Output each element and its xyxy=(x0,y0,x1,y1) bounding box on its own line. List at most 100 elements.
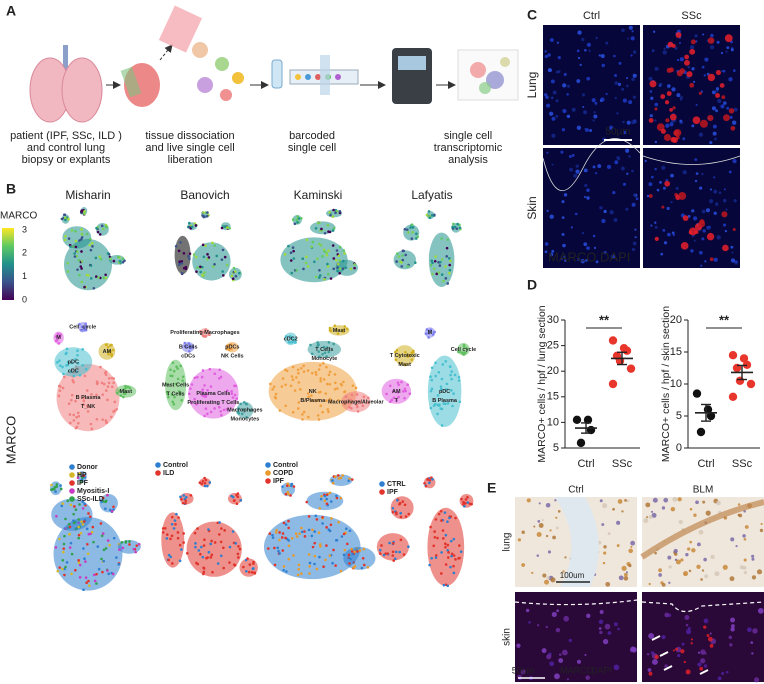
umap-cell xyxy=(297,381,301,384)
x-tick-label: SSc xyxy=(732,458,753,470)
x-tick-label: Ctrl xyxy=(577,458,594,470)
y-tick-label: 0 xyxy=(676,442,682,454)
umap-cluster xyxy=(186,521,242,577)
umap-cell xyxy=(271,536,275,539)
umap-cell xyxy=(97,567,101,571)
nucleus xyxy=(582,106,585,109)
nucleus xyxy=(725,670,729,674)
nucleus xyxy=(556,609,560,613)
stained-cell xyxy=(546,576,550,580)
umap-cell xyxy=(392,396,396,400)
stained-cell xyxy=(698,529,704,535)
umap-cell xyxy=(190,225,194,229)
arrow-marker xyxy=(699,669,709,675)
panel-label: D xyxy=(527,277,537,293)
umap-cell xyxy=(100,224,104,228)
nucleus xyxy=(580,259,585,264)
umap-cell xyxy=(81,500,85,503)
umap-cell xyxy=(232,266,236,270)
umap-cell xyxy=(88,243,92,247)
data-point xyxy=(706,411,716,421)
nucleus xyxy=(720,51,724,55)
umap-cell xyxy=(453,225,457,229)
umap-cell xyxy=(82,520,86,523)
umap-cell xyxy=(83,326,87,329)
cluster-label: T Cytotoxic xyxy=(390,353,420,359)
umap-cell xyxy=(457,557,460,560)
data-point xyxy=(728,392,738,401)
nucleus xyxy=(703,664,708,668)
umap-cell xyxy=(431,333,435,336)
cluster-label: Proliferating Macrophages xyxy=(170,330,239,336)
umap-cell xyxy=(325,544,328,547)
umap-cell xyxy=(428,563,431,567)
umap-cell xyxy=(92,573,96,577)
umap-cell xyxy=(302,370,306,373)
nucleus xyxy=(557,55,561,60)
umap-cell xyxy=(278,552,281,555)
umap-cell xyxy=(189,387,192,390)
stained-cell xyxy=(621,565,627,571)
umap-cell xyxy=(380,544,383,547)
umap-cell xyxy=(196,527,199,530)
umap-cell xyxy=(188,257,191,261)
nucleus xyxy=(631,120,635,125)
umap-cell xyxy=(415,232,418,236)
umap-cell xyxy=(231,530,235,533)
umap-cell xyxy=(63,567,66,571)
umap-cell xyxy=(182,541,185,544)
legend-swatch xyxy=(265,462,271,468)
umap-cell xyxy=(315,518,319,521)
umap-cell xyxy=(194,255,198,259)
marco-cell xyxy=(699,119,708,128)
cluster-label: Macrophages xyxy=(227,408,262,414)
nucleus xyxy=(705,208,711,213)
umap-cell xyxy=(466,501,470,504)
data-point xyxy=(608,379,618,389)
umap-cell xyxy=(336,474,340,477)
scale-bar-label: 100um xyxy=(560,571,585,580)
umap-cell xyxy=(55,483,59,486)
umap-cell xyxy=(202,211,205,214)
umap-cell xyxy=(315,567,319,571)
nucleus xyxy=(569,167,574,172)
nucleus xyxy=(564,259,567,262)
nucleus xyxy=(545,95,549,99)
umap-cell xyxy=(276,546,280,550)
umap-cell xyxy=(78,273,81,277)
umap-cell xyxy=(201,391,205,394)
umap-cell xyxy=(440,258,444,261)
umap-cell xyxy=(237,410,240,414)
nucleus xyxy=(631,169,634,173)
stained-cell xyxy=(623,576,629,581)
legend-label: Control xyxy=(163,462,188,469)
umap-cell xyxy=(287,557,291,561)
nucleus xyxy=(666,206,670,211)
nucleus xyxy=(549,38,554,42)
umap-cell xyxy=(196,266,199,269)
umap-cell xyxy=(91,245,94,248)
umap-cell xyxy=(250,571,254,574)
umap-cell xyxy=(174,522,177,526)
umap-cell xyxy=(281,549,285,552)
nucleus xyxy=(546,209,549,213)
umap-cell xyxy=(185,345,189,349)
umap-cell xyxy=(308,561,312,565)
nucleus xyxy=(646,652,650,656)
umap-cell xyxy=(305,500,309,504)
umap-cell xyxy=(307,553,311,556)
umap-cell xyxy=(277,549,280,553)
umap-cell xyxy=(213,372,217,376)
stained-cell xyxy=(677,497,682,502)
marco-cell xyxy=(654,236,659,241)
nucleus xyxy=(649,114,653,118)
umap-cell xyxy=(59,484,62,487)
umap-cell xyxy=(199,552,202,556)
marco-cell xyxy=(686,71,693,78)
marco-cell xyxy=(676,70,683,77)
umap-cell xyxy=(88,584,91,587)
nucleus xyxy=(695,40,698,43)
step-caption: barcoded xyxy=(289,130,335,142)
umap-cell xyxy=(341,330,345,333)
step-caption: analysis xyxy=(448,154,488,166)
